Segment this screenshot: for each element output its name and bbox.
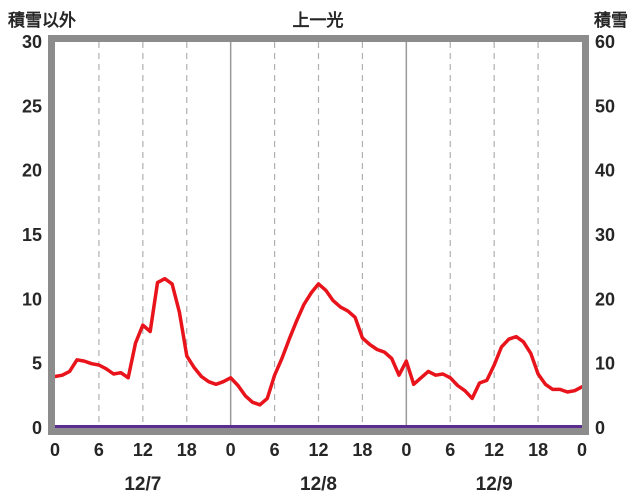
day-label: 12/8: [300, 474, 337, 495]
left-axis-tick-label: 10: [22, 289, 42, 309]
plot-border: [48, 35, 589, 435]
hour-tick-label: 6: [445, 440, 455, 460]
hour-tick-label: 0: [226, 440, 236, 460]
right-axis-tick-label: 50: [595, 96, 615, 116]
hour-tick-label: 0: [577, 440, 587, 460]
left-axis-tick-label: 15: [22, 225, 42, 245]
right-axis-tick-label: 10: [595, 354, 615, 374]
hour-tick-label: 18: [528, 440, 548, 460]
chart-title: 上一光: [292, 11, 344, 30]
hour-tick-label: 6: [94, 440, 104, 460]
day-label: 12/9: [476, 474, 513, 495]
hour-tick-label: 18: [177, 440, 197, 460]
left-axis-tick-label: 5: [32, 354, 42, 374]
left-axis-tick-label: 30: [22, 32, 42, 52]
day-label: 12/7: [124, 474, 161, 495]
left-axis-tick-label: 25: [22, 96, 42, 116]
right-axis-tick-label: 60: [595, 32, 615, 52]
right-axis-title: 積雪: [594, 11, 628, 30]
right-axis-tick-label: 0: [595, 418, 605, 438]
hour-tick-label: 18: [352, 440, 372, 460]
left-axis-title: 積雪以外: [8, 11, 76, 30]
non-snow-precip-line: [53, 276, 584, 407]
hour-tick-label: 6: [270, 440, 280, 460]
hour-tick-label: 12: [308, 440, 328, 460]
hour-tick-label: 12: [484, 440, 504, 460]
right-axis-tick-label: 20: [595, 289, 615, 309]
right-axis-tick-label: 40: [595, 161, 615, 181]
hour-tick-label: 0: [50, 440, 60, 460]
hour-tick-label: 0: [401, 440, 411, 460]
left-axis-tick-label: 20: [22, 161, 42, 181]
right-axis-tick-label: 30: [595, 225, 615, 245]
hour-tick-label: 12: [133, 440, 153, 460]
left-axis-tick-label: 0: [32, 418, 42, 438]
